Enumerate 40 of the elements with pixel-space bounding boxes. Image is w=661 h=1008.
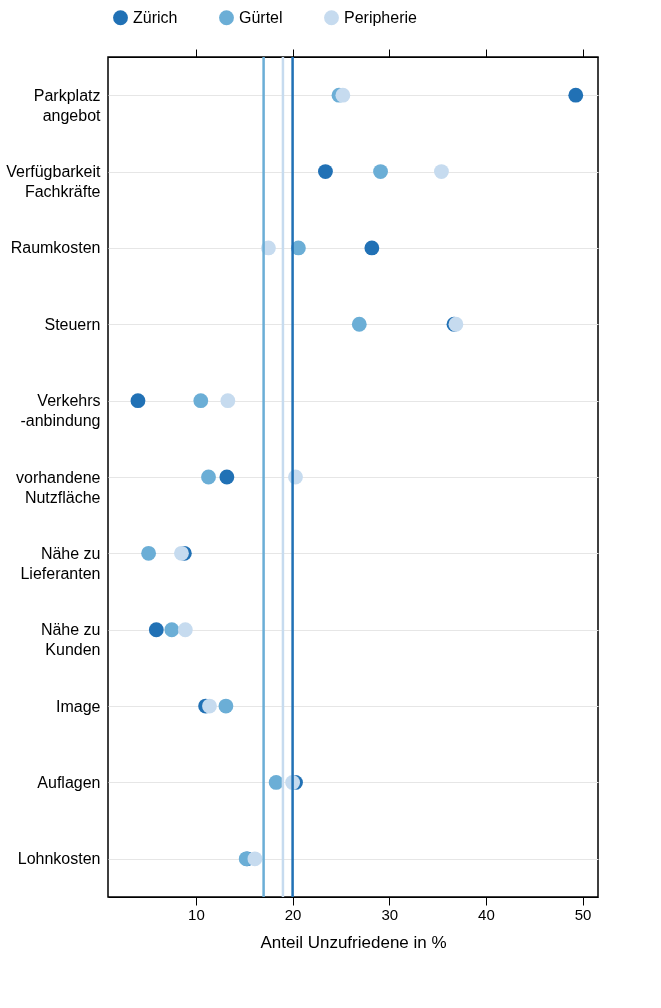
point: [318, 164, 333, 179]
legend-label: Peripherie: [344, 8, 418, 26]
y-tick-label: Lohnkosten: [17, 850, 101, 868]
point: [130, 393, 146, 409]
x-tick-label: 10: [188, 905, 205, 923]
x-tick-label: 30: [381, 905, 399, 923]
y-tick-label: Verkehrs -anbindung: [20, 392, 101, 430]
y-tick-label: Nähe zu Kunden: [40, 621, 101, 659]
y-tick-label: Raumkosten: [10, 239, 101, 257]
legend-label: Zürich: [133, 8, 178, 26]
point: [148, 622, 164, 638]
point: [434, 164, 449, 179]
point: [164, 622, 180, 638]
point: [568, 87, 584, 103]
y-tick-label: vorhandene Nutzfläche: [15, 468, 101, 506]
point: [335, 87, 351, 103]
x-tick-label: 40: [478, 905, 495, 923]
x-tick-label: 50: [574, 905, 592, 923]
point: [219, 469, 235, 485]
y-tick-label: Nähe zu Lieferanten: [20, 544, 101, 582]
point: [193, 393, 209, 409]
x-tick-label: 20: [284, 905, 302, 923]
y-tick-label: Verfügbarkeit Fachkräfte: [6, 163, 102, 201]
point: [373, 164, 388, 179]
point: [351, 316, 367, 332]
x-axis-title: Anteil Unzufriedene in %: [260, 932, 447, 952]
point: [364, 240, 380, 256]
point: [141, 545, 157, 561]
y-tick-label: Image: [56, 697, 101, 715]
point: [247, 851, 263, 867]
y-tick-label: Steuern: [44, 315, 101, 333]
point: [201, 469, 216, 485]
point: [202, 698, 217, 714]
point: [220, 393, 236, 409]
y-tick-label: Parkplatz angebot: [33, 86, 102, 124]
point: [268, 775, 284, 790]
point: [177, 622, 193, 638]
y-tick-label: Auflagen: [37, 773, 101, 791]
legend-label: Gürtel: [239, 8, 283, 26]
point: [218, 698, 234, 714]
